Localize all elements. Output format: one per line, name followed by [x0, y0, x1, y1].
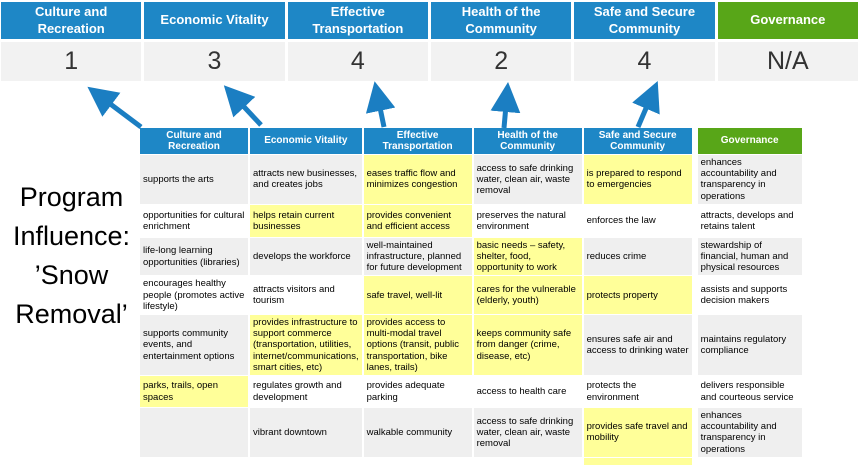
matrix-row: supports community events, and entertain… — [140, 315, 804, 377]
matrix-cell: provides infrastructure to support comme… — [250, 315, 364, 377]
matrix-column-header-health-of-the-community: Health of the Community — [473, 128, 584, 155]
matrix-cell: safe travel, well-lit — [363, 276, 474, 316]
arrow-icon-economic — [223, 85, 263, 127]
matrix-column-header-safe-and-secure-community: Safe and Secure Community — [583, 128, 694, 155]
matrix-cell: attracts new businesses, and creates job… — [250, 155, 364, 205]
matrix-cell: attracts visitors and tourism — [250, 276, 364, 316]
matrix-cell: access to safe drinking water, clean air… — [473, 408, 584, 458]
matrix-cell: looks after it's most vulnerable — [583, 457, 694, 465]
score-health-of-the-community: 2 — [430, 42, 572, 81]
matrix-cell: encourages healthy people (promotes acti… — [140, 276, 250, 316]
matrix-row: opportunities for cultural enrichment hel… — [140, 204, 804, 238]
matrix-cell: maintains regulatory compliance — [693, 315, 804, 377]
matrix-cell: enforces the law — [583, 204, 694, 238]
matrix-cell: provides convenient and efficient access — [363, 204, 474, 238]
score-effective-transportation: 4 — [287, 42, 428, 81]
arrow-icon-culture — [87, 86, 143, 129]
matrix-cell: attracts, develops and retains talent — [693, 204, 804, 238]
matrix-cell: preserves the natural environment — [473, 204, 584, 238]
arrow-icon-health — [490, 82, 521, 129]
matrix-cell: delivers responsible and courteous servi… — [693, 376, 804, 409]
matrix-row: encourages healthy people (promotes acti… — [140, 276, 804, 316]
score-culture-and-recreation: 1 — [1, 42, 142, 81]
matrix-cell: enhances accountability and transparency… — [693, 155, 804, 205]
influence-matrix: Culture and Recreation Economic Vitality E… — [140, 128, 804, 465]
matrix-cell: supports community events, and entertain… — [140, 315, 250, 377]
matrix-cell: keeps community safe from danger (crime,… — [473, 315, 584, 377]
matrix-cell: well-maintained infrastructure, planned … — [363, 237, 474, 277]
matrix-cell: assists and supports decision makers — [693, 276, 804, 316]
matrix-cell: cares for the vulnerable (elderly, youth… — [473, 276, 584, 316]
category-header-culture-and-recreation: Culture and Recreation — [1, 2, 142, 39]
matrix-row: looks after it's most vulnerable — [140, 457, 804, 465]
matrix-cell: opportunities for cultural enrichment — [140, 204, 250, 238]
matrix-cell: enhances accountability and transparency… — [693, 408, 804, 458]
matrix-row: vibrant downtown walkable community access… — [140, 408, 804, 458]
category-header-safe-and-secure-community: Safe and Secure Community — [574, 2, 715, 39]
matrix-column-header-culture-and-recreation: Culture and Recreation — [140, 128, 250, 155]
matrix-cell — [473, 457, 584, 465]
matrix-cell: develops the workforce — [250, 237, 364, 277]
matrix-cell: reduces crime — [583, 237, 694, 277]
program-influence-label: Program Influence: ’Snow Removal’ — [12, 182, 131, 330]
matrix-cell: basic needs – safety, shelter, food, opp… — [473, 237, 584, 277]
matrix-header: Culture and Recreation Economic Vitality E… — [140, 128, 804, 155]
matrix-cell: vibrant downtown — [250, 408, 364, 458]
score-safe-and-secure-community: 4 — [574, 42, 715, 81]
score-economic-vitality: 3 — [144, 42, 285, 81]
matrix-cell — [140, 457, 250, 465]
matrix-column-header-effective-transportation: Effective Transportation — [363, 128, 474, 155]
category-header-health-of-the-community: Health of the Community — [430, 2, 572, 39]
category-header-effective-transportation: Effective Transportation — [287, 2, 428, 39]
matrix-cell: supports the arts — [140, 155, 250, 205]
matrix-row: parks, trails, open spaces regulates grow… — [140, 376, 804, 409]
matrix-cell: parks, trails, open spaces — [140, 376, 250, 409]
matrix-cell: protects the environment — [583, 376, 694, 409]
score-governance: N/A — [717, 42, 858, 81]
matrix-cell: regulates growth and development — [250, 376, 364, 409]
matrix-cell: ensures safe air and access to drinking … — [583, 315, 694, 377]
matrix-row: life-long learning opportunities (librar… — [140, 237, 804, 277]
matrix-cell: provides adequate parking — [363, 376, 474, 409]
arrow-icon-safe — [632, 80, 660, 128]
matrix-row: supports the arts attracts new businesses… — [140, 155, 804, 205]
summary-category-row: Culture and Recreation Economic Vitality E… — [1, 2, 858, 39]
matrix-cell: walkable community — [363, 408, 474, 458]
matrix-cell: stewardship of financial, human and phys… — [693, 237, 804, 277]
matrix-cell: access to health care — [473, 376, 584, 409]
matrix-cell: life-long learning opportunities (librar… — [140, 237, 250, 277]
summary-score-row: 1 3 4 2 4 N/A — [1, 42, 858, 81]
influence-arrows — [87, 80, 660, 129]
matrix-column-header-economic-vitality: Economic Vitality — [250, 128, 364, 155]
arrow-icon-transportation — [365, 81, 396, 128]
matrix-cell: provides access to multi-modal travel op… — [363, 315, 474, 377]
matrix-cell — [140, 408, 250, 458]
matrix-cell: eases traffic flow and minimizes congest… — [363, 155, 474, 205]
category-header-governance: Governance — [717, 2, 858, 39]
matrix-cell: is prepared to respond to emergencies — [583, 155, 694, 205]
matrix-cell: protects property — [583, 276, 694, 316]
matrix-column-header-governance: Governance — [693, 128, 804, 155]
matrix-cell: provides safe travel and mobility — [583, 408, 694, 458]
matrix-cell: helps retain current businesses — [250, 204, 364, 238]
matrix-cell: access to safe drinking water, clean air… — [473, 155, 584, 205]
category-header-economic-vitality: Economic Vitality — [144, 2, 285, 39]
matrix-cell — [693, 457, 804, 465]
matrix-cell — [363, 457, 474, 465]
matrix-cell — [250, 457, 364, 465]
